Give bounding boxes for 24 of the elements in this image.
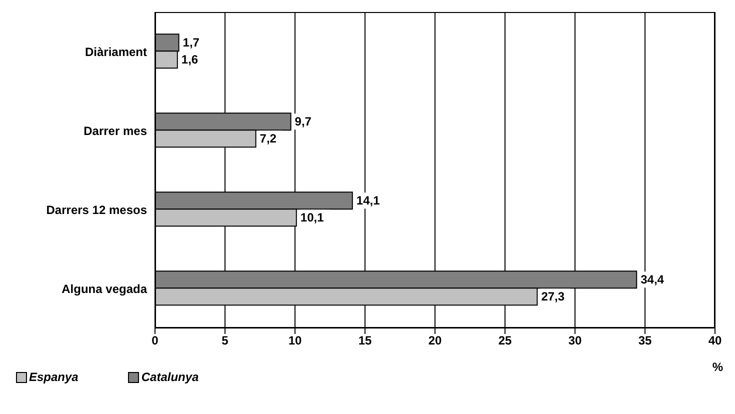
data-label: 9,7 bbox=[294, 114, 312, 129]
y-tick-label: Alguna vegada bbox=[62, 282, 148, 296]
legend-label: Espanya bbox=[29, 370, 78, 384]
y-tick-label: Darrer mes bbox=[84, 124, 148, 138]
x-tick-label: 30 bbox=[568, 334, 582, 348]
y-tick-label: Darrers 12 mesos bbox=[46, 202, 148, 217]
legend-label: Catalunya bbox=[141, 370, 199, 384]
x-axis-title: % bbox=[712, 360, 723, 374]
data-label: 1,6 bbox=[181, 52, 198, 67]
data-label: 10,1 bbox=[300, 210, 324, 225]
x-tick-label: 40 bbox=[708, 334, 722, 348]
x-tick-label: 10 bbox=[288, 334, 302, 348]
data-label: 27,3 bbox=[541, 290, 565, 304]
data-label: 34,4 bbox=[640, 272, 664, 287]
y-tick-label: Diàriament bbox=[84, 44, 147, 59]
x-tick-label: 5 bbox=[222, 334, 229, 348]
x-tick-label: 15 bbox=[358, 334, 372, 348]
x-tick-label: 35 bbox=[638, 334, 652, 348]
data-label: 14,1 bbox=[356, 194, 380, 208]
data-label: 7,2 bbox=[260, 132, 277, 146]
x-tick-label: 0 bbox=[152, 334, 159, 348]
x-tick-label: 25 bbox=[498, 334, 512, 348]
x-tick-label: 20 bbox=[428, 334, 442, 348]
data-label: 1,7 bbox=[182, 36, 200, 50]
